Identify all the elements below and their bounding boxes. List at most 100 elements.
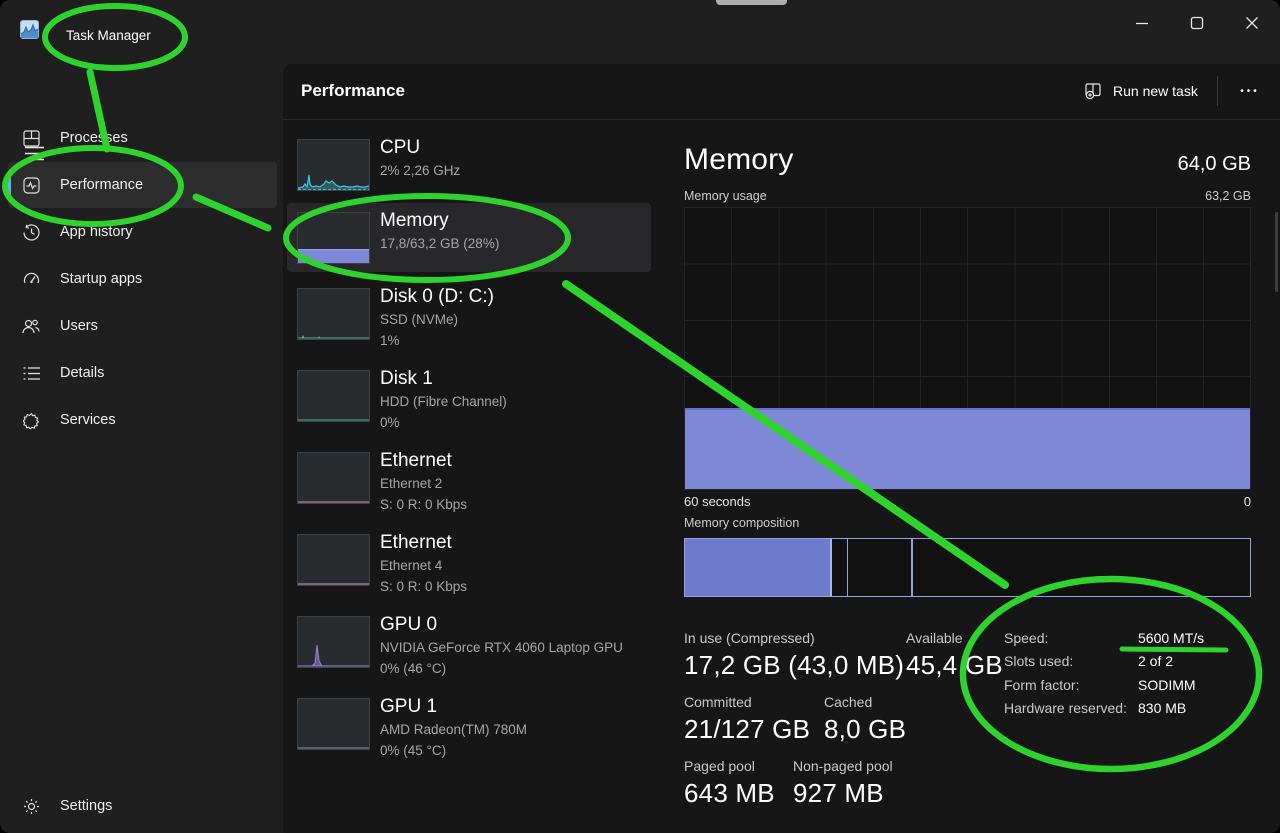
sidebar-item-label: Users: [60, 318, 98, 334]
sidebar-item-label: Services: [60, 412, 116, 428]
app-history-icon: [22, 223, 40, 241]
info-label: Form factor:: [1004, 677, 1080, 693]
close-button[interactable]: [1229, 0, 1275, 45]
memory-usage-graph: [684, 207, 1251, 490]
perf-row-gpu1[interactable]: GPU 1 AMD Radeon(TM) 780M 0% (45 °C): [287, 689, 651, 765]
memory-usage-scale: 63,2 GB: [1205, 189, 1251, 203]
stat-label: Cached: [824, 694, 873, 710]
sidebar-item-performance[interactable]: Performance: [8, 162, 277, 208]
perf-row-title: GPU 1: [380, 696, 438, 717]
perf-row-subtitle2: 0% (46 °C): [380, 660, 447, 676]
memory-composition-label: Memory composition: [684, 516, 800, 530]
perf-row-subtitle2: S: 0 R: 0 Kbps: [380, 496, 468, 512]
settings-gear-icon: [22, 798, 40, 815]
perf-row-subtitle2: 0% (45 °C): [380, 742, 447, 758]
composition-divider: [846, 539, 849, 596]
startup-apps-icon: [22, 271, 40, 288]
ethernet4-mini-graph: [297, 534, 370, 586]
processes-icon: [22, 129, 40, 147]
memory-composition-bar: [684, 538, 1251, 597]
sidebar: Processes Performance App history Startu…: [0, 60, 283, 833]
perf-row-subtitle: Ethernet 4: [380, 558, 443, 573]
stat-value: 45,4 GB: [906, 650, 1003, 680]
stat-label: Committed: [684, 694, 752, 710]
performance-icon: [22, 176, 40, 194]
perf-row-title: Ethernet: [380, 532, 452, 553]
sidebar-item-settings[interactable]: Settings: [8, 783, 277, 829]
selected-indicator: [8, 175, 11, 196]
perf-row-ethernet4[interactable]: Ethernet Ethernet 4 S: 0 R: 0 Kbps: [287, 525, 651, 601]
sidebar-item-processes[interactable]: Processes: [8, 115, 277, 161]
memory-usage-fill: [685, 407, 1250, 489]
info-value: 2 of 2: [1138, 653, 1174, 669]
memory-capacity: 64,0 GB: [1177, 153, 1251, 175]
sidebar-item-label: Startup apps: [60, 271, 143, 287]
perf-row-title: GPU 0: [380, 614, 438, 635]
perf-row-cpu[interactable]: CPU 2% 2,26 GHz: [287, 130, 651, 196]
perf-row-subtitle: SSD (NVMe): [380, 312, 459, 327]
perf-row-title: Ethernet: [380, 450, 452, 471]
sidebar-item-services[interactable]: Services: [8, 397, 277, 443]
sidebar-item-users[interactable]: Users: [8, 303, 277, 349]
disk0-mini-graph: [297, 288, 370, 340]
services-icon: [22, 412, 40, 429]
titlebar: Task Manager: [0, 0, 1280, 60]
perf-row-title: Disk 0 (D: C:): [380, 286, 494, 307]
perf-row-subtitle: Ethernet 2: [380, 476, 443, 491]
timeline-left-label: 60 seconds: [684, 494, 751, 509]
perf-row-subtitle2: S: 0 R: 0 Kbps: [380, 578, 468, 594]
info-value: 830 MB: [1138, 700, 1187, 716]
perf-row-title: Disk 1: [380, 368, 433, 389]
memory-mini-fill: [298, 248, 369, 263]
run-new-task-button[interactable]: Run new task: [1076, 72, 1206, 110]
stat-value: 21/127 GB: [684, 714, 811, 744]
perf-row-memory[interactable]: Memory 17,8/63,2 GB (28%): [287, 203, 651, 272]
sidebar-item-label: Processes: [60, 130, 128, 146]
sidebar-item-app-history[interactable]: App history: [8, 209, 277, 255]
details-icon: [22, 366, 40, 381]
run-new-task-label: Run new task: [1113, 83, 1198, 99]
stat-label: Non-paged pool: [793, 758, 893, 774]
sidebar-item-label: Settings: [60, 798, 113, 814]
sidebar-item-details[interactable]: Details: [8, 350, 277, 396]
perf-row-disk0[interactable]: Disk 0 (D: C:) SSD (NVMe) 1%: [287, 279, 651, 355]
window-title: Task Manager: [66, 28, 151, 43]
perf-row-subtitle2: 1%: [380, 332, 400, 348]
info-label: Hardware reserved:: [1004, 700, 1127, 716]
info-label: Slots used:: [1004, 653, 1074, 669]
perf-row-subtitle: HDD (Fibre Channel): [380, 394, 507, 409]
perf-row-subtitle: 17,8/63,2 GB (28%): [380, 236, 500, 251]
perf-row-title: CPU: [380, 137, 421, 158]
info-label: Speed:: [1004, 630, 1049, 646]
app-logo-icon: [20, 20, 39, 39]
perf-row-subtitle: AMD Radeon(TM) 780M: [380, 722, 528, 737]
memory-mini-graph: [297, 212, 370, 264]
maximize-button[interactable]: [1174, 0, 1220, 45]
gpu0-mini-graph: [297, 616, 370, 668]
perf-row-subtitle: NVIDIA GeForce RTX 4060 Laptop GPU: [380, 640, 623, 655]
sidebar-item-label: Performance: [60, 177, 144, 193]
cpu-mini-graph: [297, 139, 370, 191]
composition-in-use-segment: [685, 539, 833, 596]
perf-row-title: Memory: [380, 210, 449, 231]
perf-row-gpu0[interactable]: GPU 0 NVIDIA GeForce RTX 4060 Laptop GPU…: [287, 607, 651, 683]
perf-row-ethernet2[interactable]: Ethernet Ethernet 2 S: 0 R: 0 Kbps: [287, 443, 651, 519]
sidebar-item-label: App history: [60, 224, 133, 240]
perf-row-subtitle: 2% 2,26 GHz: [380, 163, 461, 178]
disk1-mini-graph: [297, 370, 370, 422]
more-options-button[interactable]: •••: [1240, 85, 1260, 97]
users-icon: [22, 318, 40, 335]
info-value: 5600 MT/s: [1138, 630, 1205, 646]
stat-label: In use (Compressed): [684, 630, 815, 646]
header-divider: [1217, 76, 1218, 106]
perf-row-disk1[interactable]: Disk 1 HDD (Fibre Channel) 0%: [287, 361, 651, 437]
stat-value: 17,2 GB (43,0 MB): [684, 650, 905, 680]
minimize-button[interactable]: [1119, 0, 1165, 45]
composition-divider: [911, 539, 913, 596]
page-title: Performance: [301, 81, 405, 100]
info-value: SODIMM: [1138, 677, 1196, 693]
sidebar-item-startup-apps[interactable]: Startup apps: [8, 256, 277, 302]
stat-label: Available: [906, 630, 963, 646]
scrollbar-thumb[interactable]: [1275, 212, 1278, 292]
